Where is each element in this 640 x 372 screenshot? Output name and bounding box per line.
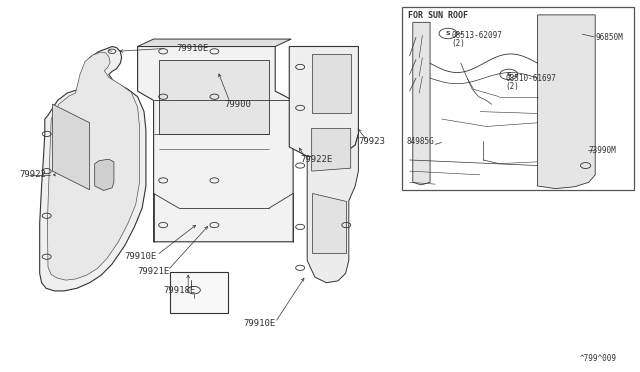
- Text: 08513-62097: 08513-62097: [452, 31, 502, 40]
- Bar: [170, 272, 228, 313]
- Text: 79910E: 79910E: [243, 319, 275, 328]
- Text: ^799^009: ^799^009: [580, 355, 617, 363]
- Text: (2): (2): [452, 39, 466, 48]
- Text: 79921E: 79921E: [138, 267, 170, 276]
- Text: FOR SUN ROOF: FOR SUN ROOF: [408, 11, 468, 20]
- Polygon shape: [538, 15, 595, 189]
- Polygon shape: [159, 60, 269, 134]
- Text: 79922: 79922: [19, 170, 46, 179]
- Text: 79910E: 79910E: [125, 252, 157, 261]
- Polygon shape: [95, 159, 114, 190]
- Text: 08510-61697: 08510-61697: [506, 74, 556, 83]
- Polygon shape: [138, 39, 291, 46]
- Text: S: S: [445, 31, 451, 36]
- Text: (2): (2): [506, 82, 520, 91]
- Polygon shape: [47, 52, 140, 280]
- Text: 79918E: 79918E: [163, 286, 195, 295]
- Text: 96850M: 96850M: [595, 33, 623, 42]
- Text: 79922E: 79922E: [301, 155, 333, 164]
- Polygon shape: [312, 54, 351, 113]
- Polygon shape: [307, 134, 358, 283]
- Text: 79910E: 79910E: [176, 44, 208, 53]
- Polygon shape: [312, 193, 346, 253]
- Text: 84985G: 84985G: [406, 137, 434, 146]
- Polygon shape: [52, 104, 90, 190]
- Polygon shape: [413, 22, 430, 185]
- Bar: [402, 7, 634, 190]
- Text: 79900: 79900: [224, 100, 251, 109]
- Text: S: S: [506, 72, 511, 77]
- Polygon shape: [312, 128, 351, 171]
- Text: 79923: 79923: [358, 137, 385, 146]
- Text: 73990M: 73990M: [589, 146, 616, 155]
- Polygon shape: [40, 46, 146, 291]
- Polygon shape: [289, 46, 358, 158]
- Polygon shape: [138, 46, 293, 242]
